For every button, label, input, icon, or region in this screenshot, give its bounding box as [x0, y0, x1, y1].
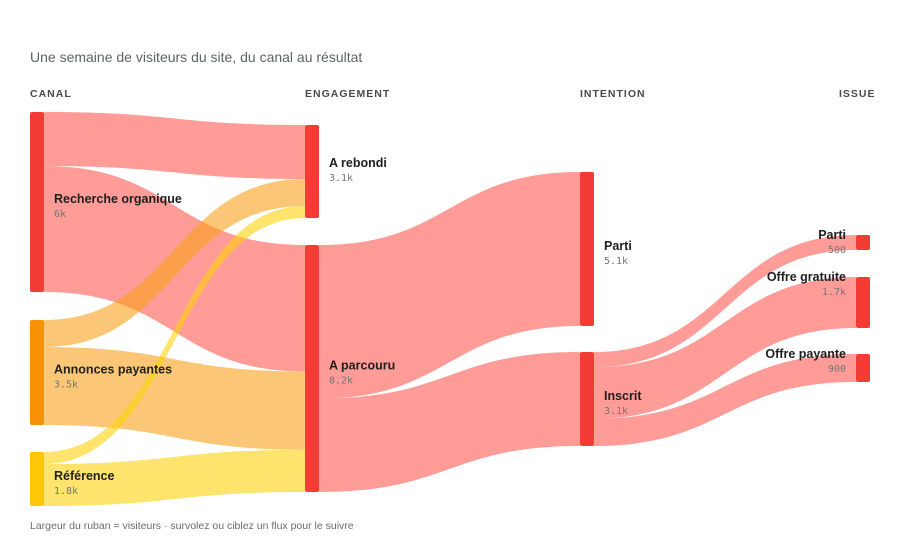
column-header-intention: INTENTION [580, 88, 646, 100]
flow-ref-to-bounce[interactable] [44, 206, 305, 464]
flow-paid-to-bounce[interactable] [44, 179, 305, 347]
node-left2[interactable] [856, 235, 870, 250]
node-label-bounce: A rebondi [329, 156, 387, 170]
links-layer [44, 112, 856, 506]
node-value-browse: 8.2k [329, 376, 353, 387]
node-signup[interactable] [580, 352, 594, 446]
node-free[interactable] [856, 277, 870, 328]
node-browse[interactable] [305, 245, 319, 492]
node-value-ref: 1.8k [54, 486, 78, 497]
node-label-paid: Annonces payantes [54, 363, 172, 377]
node-label-ref: Référence [54, 469, 114, 483]
column-header-issue: ISSUE [839, 88, 876, 100]
flow-signup-to-left2[interactable] [594, 235, 856, 368]
node-value-left2: 500 [828, 245, 846, 256]
node-label-left2: Parti [818, 228, 846, 242]
node-label-left: Parti [604, 239, 632, 253]
chart-subtitle: Une semaine de visiteurs du site, du can… [30, 49, 363, 65]
node-value-free: 1.7k [822, 287, 846, 298]
flow-signup-to-paidoffer[interactable] [594, 354, 856, 446]
node-value-left: 5.1k [604, 256, 628, 267]
node-label-signup: Inscrit [604, 389, 642, 403]
node-value-signup: 3.1k [604, 406, 628, 417]
node-left[interactable] [580, 172, 594, 326]
flow-browse-to-left[interactable] [319, 172, 580, 399]
nodes-layer [30, 112, 870, 506]
node-ref[interactable] [30, 452, 44, 506]
flow-signup-to-free[interactable] [594, 277, 856, 419]
flow-organic-to-bounce[interactable] [44, 112, 305, 179]
node-value-paidoffer: 900 [828, 364, 846, 375]
node-label-browse: A parcouru [329, 359, 395, 373]
flow-browse-to-signup[interactable] [319, 352, 580, 492]
node-bounce[interactable] [305, 125, 319, 218]
node-organic[interactable] [30, 112, 44, 292]
node-value-bounce: 3.1k [329, 173, 353, 184]
node-paidoffer[interactable] [856, 354, 870, 382]
node-label-free: Offre gratuite [767, 270, 846, 284]
node-value-organic: 6k [54, 209, 66, 220]
flow-paid-to-browse[interactable] [44, 347, 305, 450]
labels-layer: Recherche organique 6k Annonces payantes 3.… [54, 156, 846, 497]
chart-footer-note: Largeur du ruban = visiteurs · survolez … [30, 520, 354, 532]
node-paid[interactable] [30, 320, 44, 425]
node-label-paidoffer: Offre payante [765, 347, 846, 361]
column-header-canal: CANAL [30, 88, 72, 100]
node-label-organic: Recherche organique [54, 192, 182, 206]
node-value-paid: 3.5k [54, 380, 78, 391]
column-header-engagement: ENGAGEMENT [305, 88, 391, 100]
flow-ref-to-browse[interactable] [44, 449, 305, 506]
